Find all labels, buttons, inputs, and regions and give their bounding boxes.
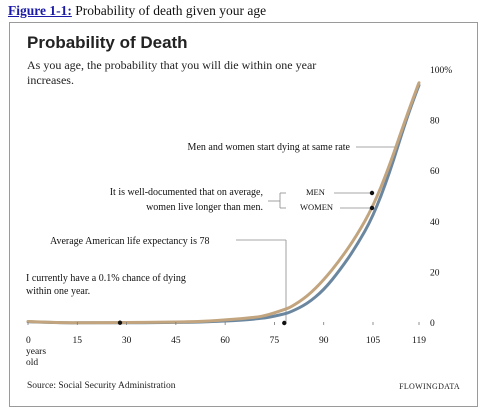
series-line-men xyxy=(26,81,421,325)
annotation-current-line1: I currently have a 0.1% chance of dying xyxy=(26,273,186,284)
chart-subtitle: As you age, the probability that you wil… xyxy=(27,58,317,87)
x-tick-label: 119 xyxy=(412,336,426,346)
y-axis-ticks: 0 20 40 60 80 100% xyxy=(430,66,452,329)
y-tick-label: 100% xyxy=(430,66,452,76)
marker-life-expectancy xyxy=(282,320,287,326)
annotation-same-rate: Men and women start dying at same rate xyxy=(188,142,351,153)
y-tick-label: 60 xyxy=(430,167,440,177)
chart-title: Probability of Death xyxy=(27,33,188,52)
x-axis-ticks: 0 15 30 45 60 75 90 105 119 xyxy=(26,322,426,346)
marker-women xyxy=(369,205,375,211)
label-women: WOMEN xyxy=(300,202,333,212)
x-axis-years-label: years xyxy=(26,347,46,357)
x-tick-label: 45 xyxy=(171,336,181,346)
brand-logo: FLOWINGDATA xyxy=(399,382,460,391)
x-tick-label: 30 xyxy=(122,336,132,346)
y-tick-label: 20 xyxy=(430,268,440,278)
y-tick-label: 0 xyxy=(430,319,435,329)
source-note: Source: Social Security Administration xyxy=(27,381,176,391)
label-men: MEN xyxy=(306,187,325,197)
x-tick-label: 0 xyxy=(26,336,31,346)
x-axis-old-label: old xyxy=(26,358,38,368)
annotation-documented-line2: women live longer than men. xyxy=(146,202,263,213)
y-tick-label: 40 xyxy=(430,218,440,228)
chart-card: Probability of Death As you age, the pro… xyxy=(9,22,478,407)
figure-caption: Figure 1-1: Probability of death given y… xyxy=(8,3,266,19)
series-lines xyxy=(26,81,421,325)
x-tick-label: 105 xyxy=(366,336,381,346)
x-tick-label: 75 xyxy=(270,336,280,346)
marker-current-age xyxy=(117,320,123,325)
probability-chart: 0 20 40 60 80 100% 0 15 30 45 60 75 90 105 119 Men an… xyxy=(26,66,452,368)
annotation-current-line2: within one year. xyxy=(26,286,90,297)
marker-men xyxy=(369,190,375,196)
x-tick-label: 60 xyxy=(220,336,230,346)
x-tick-label: 90 xyxy=(319,336,329,346)
annotation-documented-line1: It is well-documented that on average, xyxy=(110,187,263,198)
y-tick-label: 80 xyxy=(430,117,440,127)
annotation-life-expectancy: Average American life expectancy is 78 xyxy=(50,236,209,247)
figure-number-link[interactable]: Figure 1-1: xyxy=(8,3,72,18)
figure-caption-text: Probability of death given your age xyxy=(71,3,267,18)
x-tick-label: 15 xyxy=(73,336,83,346)
annotation-markers xyxy=(117,190,375,326)
